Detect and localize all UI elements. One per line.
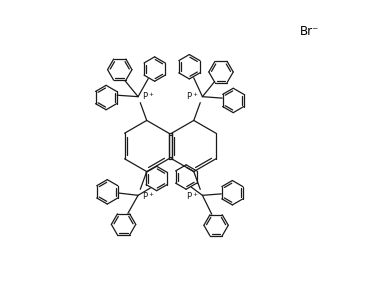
Text: Br⁻: Br⁻ [300, 25, 319, 38]
Text: P$^+$: P$^+$ [186, 190, 199, 202]
Text: P$^+$: P$^+$ [142, 90, 154, 102]
Text: P$^+$: P$^+$ [186, 90, 199, 102]
Text: P$^+$: P$^+$ [142, 190, 154, 202]
